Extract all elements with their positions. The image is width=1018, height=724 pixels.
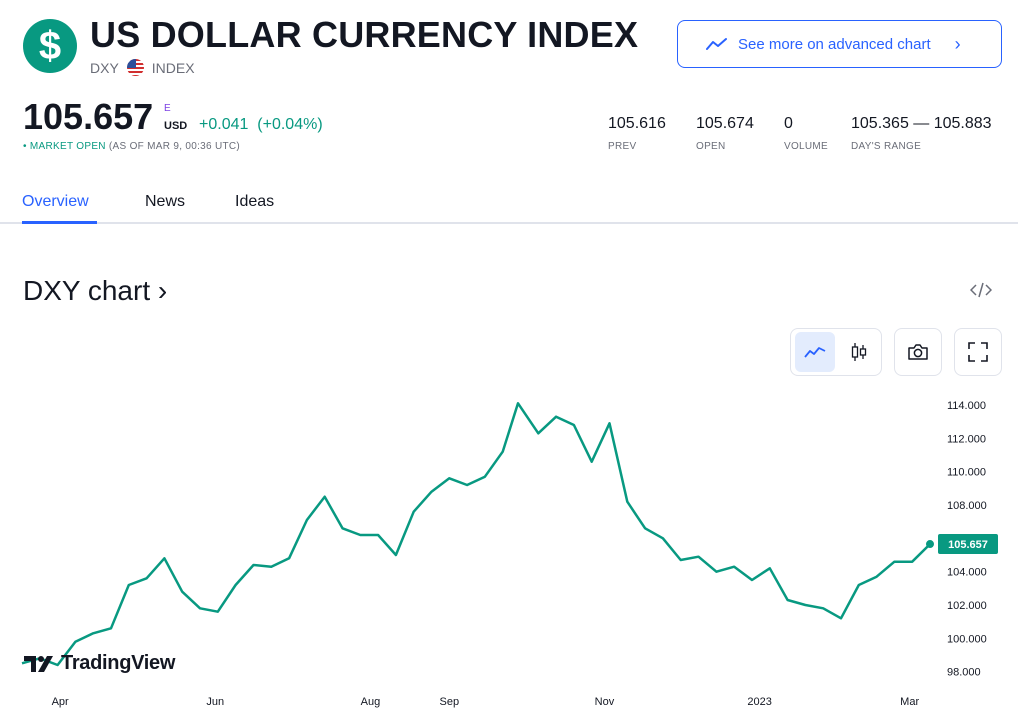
tab-active-indicator bbox=[22, 221, 97, 224]
last-price-badge: 105.657 bbox=[938, 534, 998, 555]
last-price-point bbox=[926, 540, 934, 549]
candles-button[interactable] bbox=[839, 332, 879, 372]
page-title: US DOLLAR CURRENCY INDEX bbox=[90, 14, 639, 55]
tradingview-logo-icon bbox=[24, 655, 53, 672]
code-icon[interactable] bbox=[969, 281, 993, 304]
y-tick-label: 104.000 bbox=[947, 567, 987, 579]
y-tick-label: 114.000 bbox=[947, 400, 986, 412]
candles-icon bbox=[851, 343, 867, 361]
stat-open: 105.674 OPEN bbox=[696, 115, 754, 152]
fullscreen-group bbox=[954, 328, 1002, 376]
chart-style-group bbox=[790, 328, 882, 376]
status-label: MARKET OPEN bbox=[29, 141, 106, 152]
dxy-logo: $ bbox=[23, 19, 77, 73]
x-tick-label: 2023 bbox=[747, 696, 771, 708]
snapshot-group bbox=[894, 328, 942, 376]
tradingview-logo: TradingView bbox=[23, 652, 175, 675]
stat-volume: 0 VOLUME bbox=[784, 115, 829, 152]
stat-days-range: 105.365 — 105.883 DAY'S RANGE bbox=[851, 115, 992, 152]
price-marker: E bbox=[164, 103, 171, 114]
last-price-badge-label: 105.657 bbox=[948, 539, 988, 551]
y-tick-label: 112.000 bbox=[947, 433, 986, 445]
y-tick-label: 100.000 bbox=[947, 633, 987, 645]
advanced-chart-button[interactable]: See more on advanced chart › bbox=[677, 20, 1002, 68]
chevron-right-icon: › bbox=[954, 33, 961, 54]
x-tick-label: Jun bbox=[206, 696, 224, 708]
tab-news[interactable]: News bbox=[145, 193, 186, 210]
status-time: (AS OF MAR 9, 00:36 UTC) bbox=[108, 141, 241, 152]
advanced-chart-label: See more on advanced chart bbox=[738, 35, 931, 53]
price-chart[interactable]: 114.000112.000110.000108.000106.000104.0… bbox=[0, 395, 1018, 724]
x-tick-label: Aug bbox=[361, 696, 381, 708]
price-change: +0.041 (+0.04%) bbox=[199, 116, 323, 134]
tab-ideas[interactable]: Ideas bbox=[235, 193, 275, 210]
line-chart-icon bbox=[804, 347, 826, 358]
status-dot-icon: • bbox=[23, 141, 27, 152]
stat-prev: 105.616 PREV bbox=[608, 115, 666, 152]
tab-bar: Overview News Ideas bbox=[0, 180, 1018, 224]
x-tick-label: Apr bbox=[52, 696, 69, 708]
x-tick-label: Sep bbox=[440, 696, 460, 708]
x-tick-label: Mar bbox=[900, 696, 919, 708]
change-pct: (+0.04%) bbox=[257, 116, 323, 133]
y-tick-label: 102.000 bbox=[947, 600, 987, 612]
last-price-badge-bg bbox=[938, 534, 998, 555]
y-tick-label: 108.000 bbox=[947, 500, 987, 512]
change-abs: +0.041 bbox=[199, 116, 249, 133]
camera-icon bbox=[908, 344, 928, 360]
price-currency: USD bbox=[164, 120, 188, 132]
chart-title-link[interactable]: DXY chart › bbox=[23, 275, 168, 306]
fullscreen-button[interactable] bbox=[958, 332, 998, 372]
fullscreen-icon bbox=[968, 342, 988, 362]
snapshot-button[interactable] bbox=[898, 332, 938, 372]
trend-line-icon bbox=[706, 38, 727, 50]
y-tick-label: 98.000 bbox=[947, 667, 981, 679]
price-series-line bbox=[21, 402, 931, 667]
symbol-line: DXY INDEX bbox=[90, 59, 195, 76]
tab-overview[interactable]: Overview bbox=[22, 193, 89, 210]
x-tick-label: Nov bbox=[595, 696, 615, 708]
market-status: • MARKET OPEN (AS OF MAR 9, 00:36 UTC) bbox=[23, 141, 240, 152]
last-price: 105.657 bbox=[23, 96, 154, 137]
line-chart-button[interactable] bbox=[795, 332, 835, 372]
us-flag-icon bbox=[126, 59, 144, 76]
symbol-label: DXY bbox=[90, 59, 119, 76]
tradingview-brand: TradingView bbox=[61, 652, 176, 674]
symbol-type: INDEX bbox=[151, 59, 195, 76]
y-tick-label: 110.000 bbox=[947, 467, 986, 479]
